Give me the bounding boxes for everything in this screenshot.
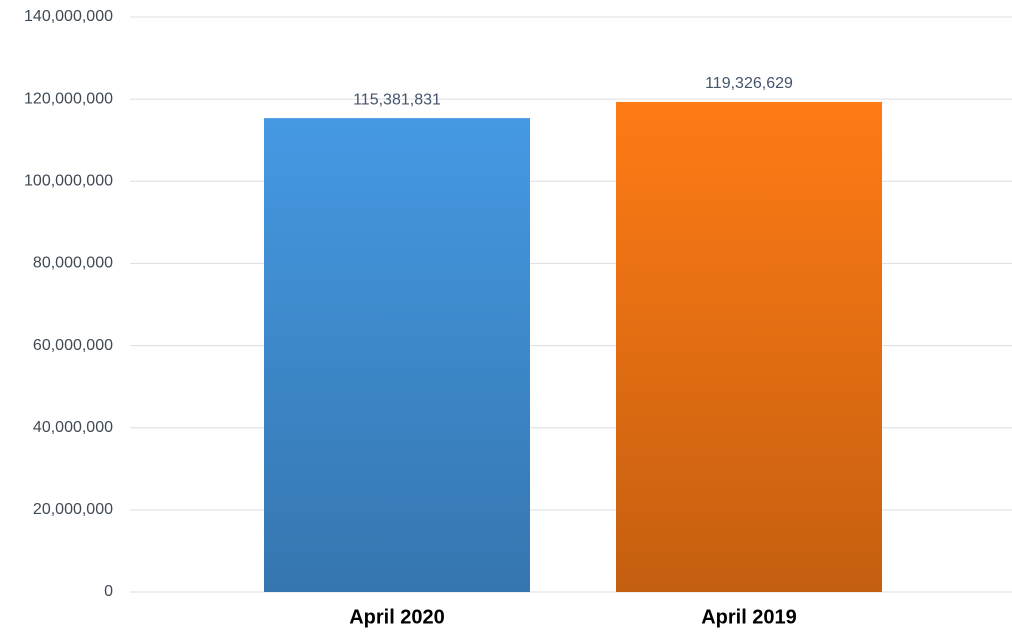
y-tick-label: 80,000,000: [33, 255, 113, 272]
y-tick-label: 140,000,000: [24, 8, 113, 25]
y-tick-label: 100,000,000: [24, 173, 113, 190]
y-tick-label: 40,000,000: [33, 419, 113, 436]
bar: [616, 101, 882, 593]
y-tick-label: 60,000,000: [33, 337, 113, 354]
y-tick-label: 0: [104, 583, 113, 600]
y-tick-label: 20,000,000: [33, 501, 113, 518]
bar: [264, 118, 530, 592]
y-tick-label: 120,000,000: [24, 90, 113, 107]
x-tick-label: April 2020: [349, 606, 445, 628]
value-label: 119,326,629: [705, 75, 793, 92]
value-label: 115,381,831: [353, 91, 441, 108]
x-tick-label: April 2019: [701, 606, 797, 628]
